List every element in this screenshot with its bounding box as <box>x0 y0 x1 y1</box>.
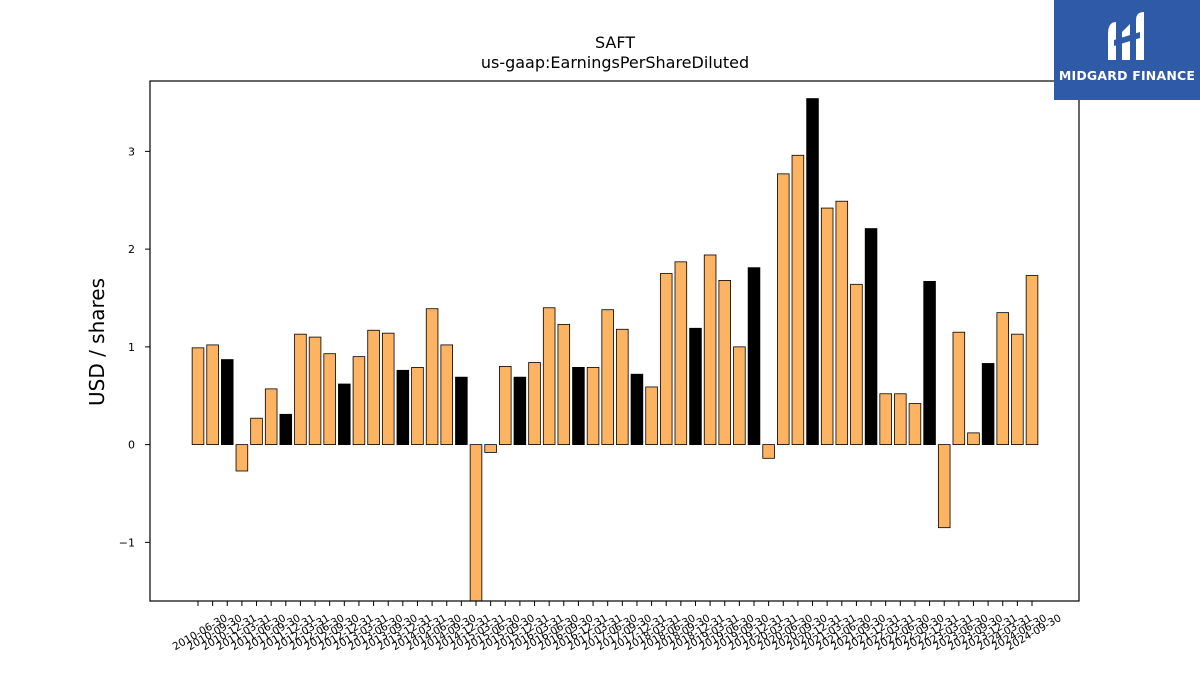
bar-2023-03-31 <box>937 444 951 529</box>
bar-2016-06-30 <box>542 307 556 446</box>
y-tick-label: 0 <box>128 439 135 452</box>
bar-2018-12-31 <box>689 327 702 446</box>
bar-2022-12-31 <box>923 280 936 446</box>
bars-layer <box>191 98 1039 602</box>
bar-2011-03-31 <box>235 444 249 472</box>
bar-2023-09-30 <box>967 432 980 446</box>
bar-2013-03-31 <box>352 356 366 446</box>
plot-frame <box>149 80 1080 602</box>
y-tick-label: 1 <box>128 341 135 354</box>
bar-2013-06-30 <box>367 329 380 446</box>
bar-2023-06-30 <box>952 331 966 446</box>
bar-2015-12-31 <box>513 376 527 446</box>
bar-2021-12-31 <box>864 228 878 446</box>
bar-2012-06-30 <box>308 336 322 446</box>
brand-logo: MIDGARD FINANCE <box>1054 0 1200 100</box>
bar-2015-09-30 <box>499 366 512 446</box>
bar-2022-03-31 <box>879 393 892 446</box>
bar-2020-09-30 <box>791 154 805 446</box>
bar-2017-12-31 <box>630 373 644 446</box>
midgard-logo-icon <box>1108 12 1144 60</box>
bar-2015-06-30 <box>484 444 497 453</box>
bar-2014-06-30 <box>425 308 439 445</box>
bar-2015-03-31 <box>469 444 483 602</box>
bar-2022-09-30 <box>908 403 922 446</box>
bar-2016-12-31 <box>572 366 585 446</box>
bar-2010-12-31 <box>221 359 234 446</box>
chart-title: SAFT <box>595 33 635 52</box>
brand-name: MIDGARD FINANCE <box>1058 68 1196 83</box>
bar-2018-03-31 <box>645 386 658 446</box>
bar-2010-09-30 <box>206 344 219 446</box>
bar-2024-03-31 <box>996 312 1009 445</box>
bar-2019-12-31 <box>747 267 761 446</box>
bar-2020-03-31 <box>762 444 775 459</box>
bar-2021-09-30 <box>850 283 863 446</box>
bar-2016-03-31 <box>528 362 541 446</box>
bar-2011-06-30 <box>250 417 263 446</box>
bar-2017-03-31 <box>586 366 600 446</box>
bar-2021-06-30 <box>835 200 849 446</box>
bar-2012-12-31 <box>338 383 351 446</box>
y-tick-label: 3 <box>128 145 135 158</box>
bar-2019-09-30 <box>733 346 746 445</box>
bar-2022-06-30 <box>894 393 907 446</box>
y-tick-label: 2 <box>128 243 135 256</box>
x-axis: 2010-06-302010-09-302010-12-312011-03-31… <box>171 601 1064 653</box>
bar-2019-06-30 <box>718 279 731 446</box>
bar-2012-03-31 <box>294 333 307 446</box>
bar-2011-09-30 <box>264 388 278 446</box>
y-axis: −1 0 1 2 3 <box>119 145 150 549</box>
bar-2010-06-30 <box>191 347 205 446</box>
bar-2012-09-30 <box>323 353 336 446</box>
bar-2020-12-31 <box>806 98 819 446</box>
y-axis-label: USD / shares <box>85 278 109 406</box>
bar-2021-03-31 <box>820 207 834 446</box>
bar-2023-12-31 <box>981 363 995 446</box>
chart-subtitle: us-gaap:EarningsPerShareDiluted <box>481 53 749 72</box>
bar-2013-09-30 <box>381 332 395 446</box>
bar-2024-06-30 <box>1011 333 1024 446</box>
bar-2017-06-30 <box>601 309 614 446</box>
bar-2013-12-31 <box>396 369 410 446</box>
bar-2020-06-30 <box>777 173 790 446</box>
bar-2011-12-31 <box>279 413 293 446</box>
bar-2016-09-30 <box>557 323 571 446</box>
bar-2019-03-31 <box>703 254 717 445</box>
bar-2014-09-30 <box>440 344 453 446</box>
bar-2024-09-30 <box>1025 275 1039 446</box>
bar-2014-12-31 <box>455 376 468 446</box>
bar-2017-09-30 <box>616 328 629 446</box>
bar-2014-03-31 <box>411 366 424 446</box>
bar-2018-06-30 <box>659 273 673 446</box>
bar-2018-09-30 <box>674 261 688 446</box>
y-tick-label: −1 <box>119 536 135 549</box>
